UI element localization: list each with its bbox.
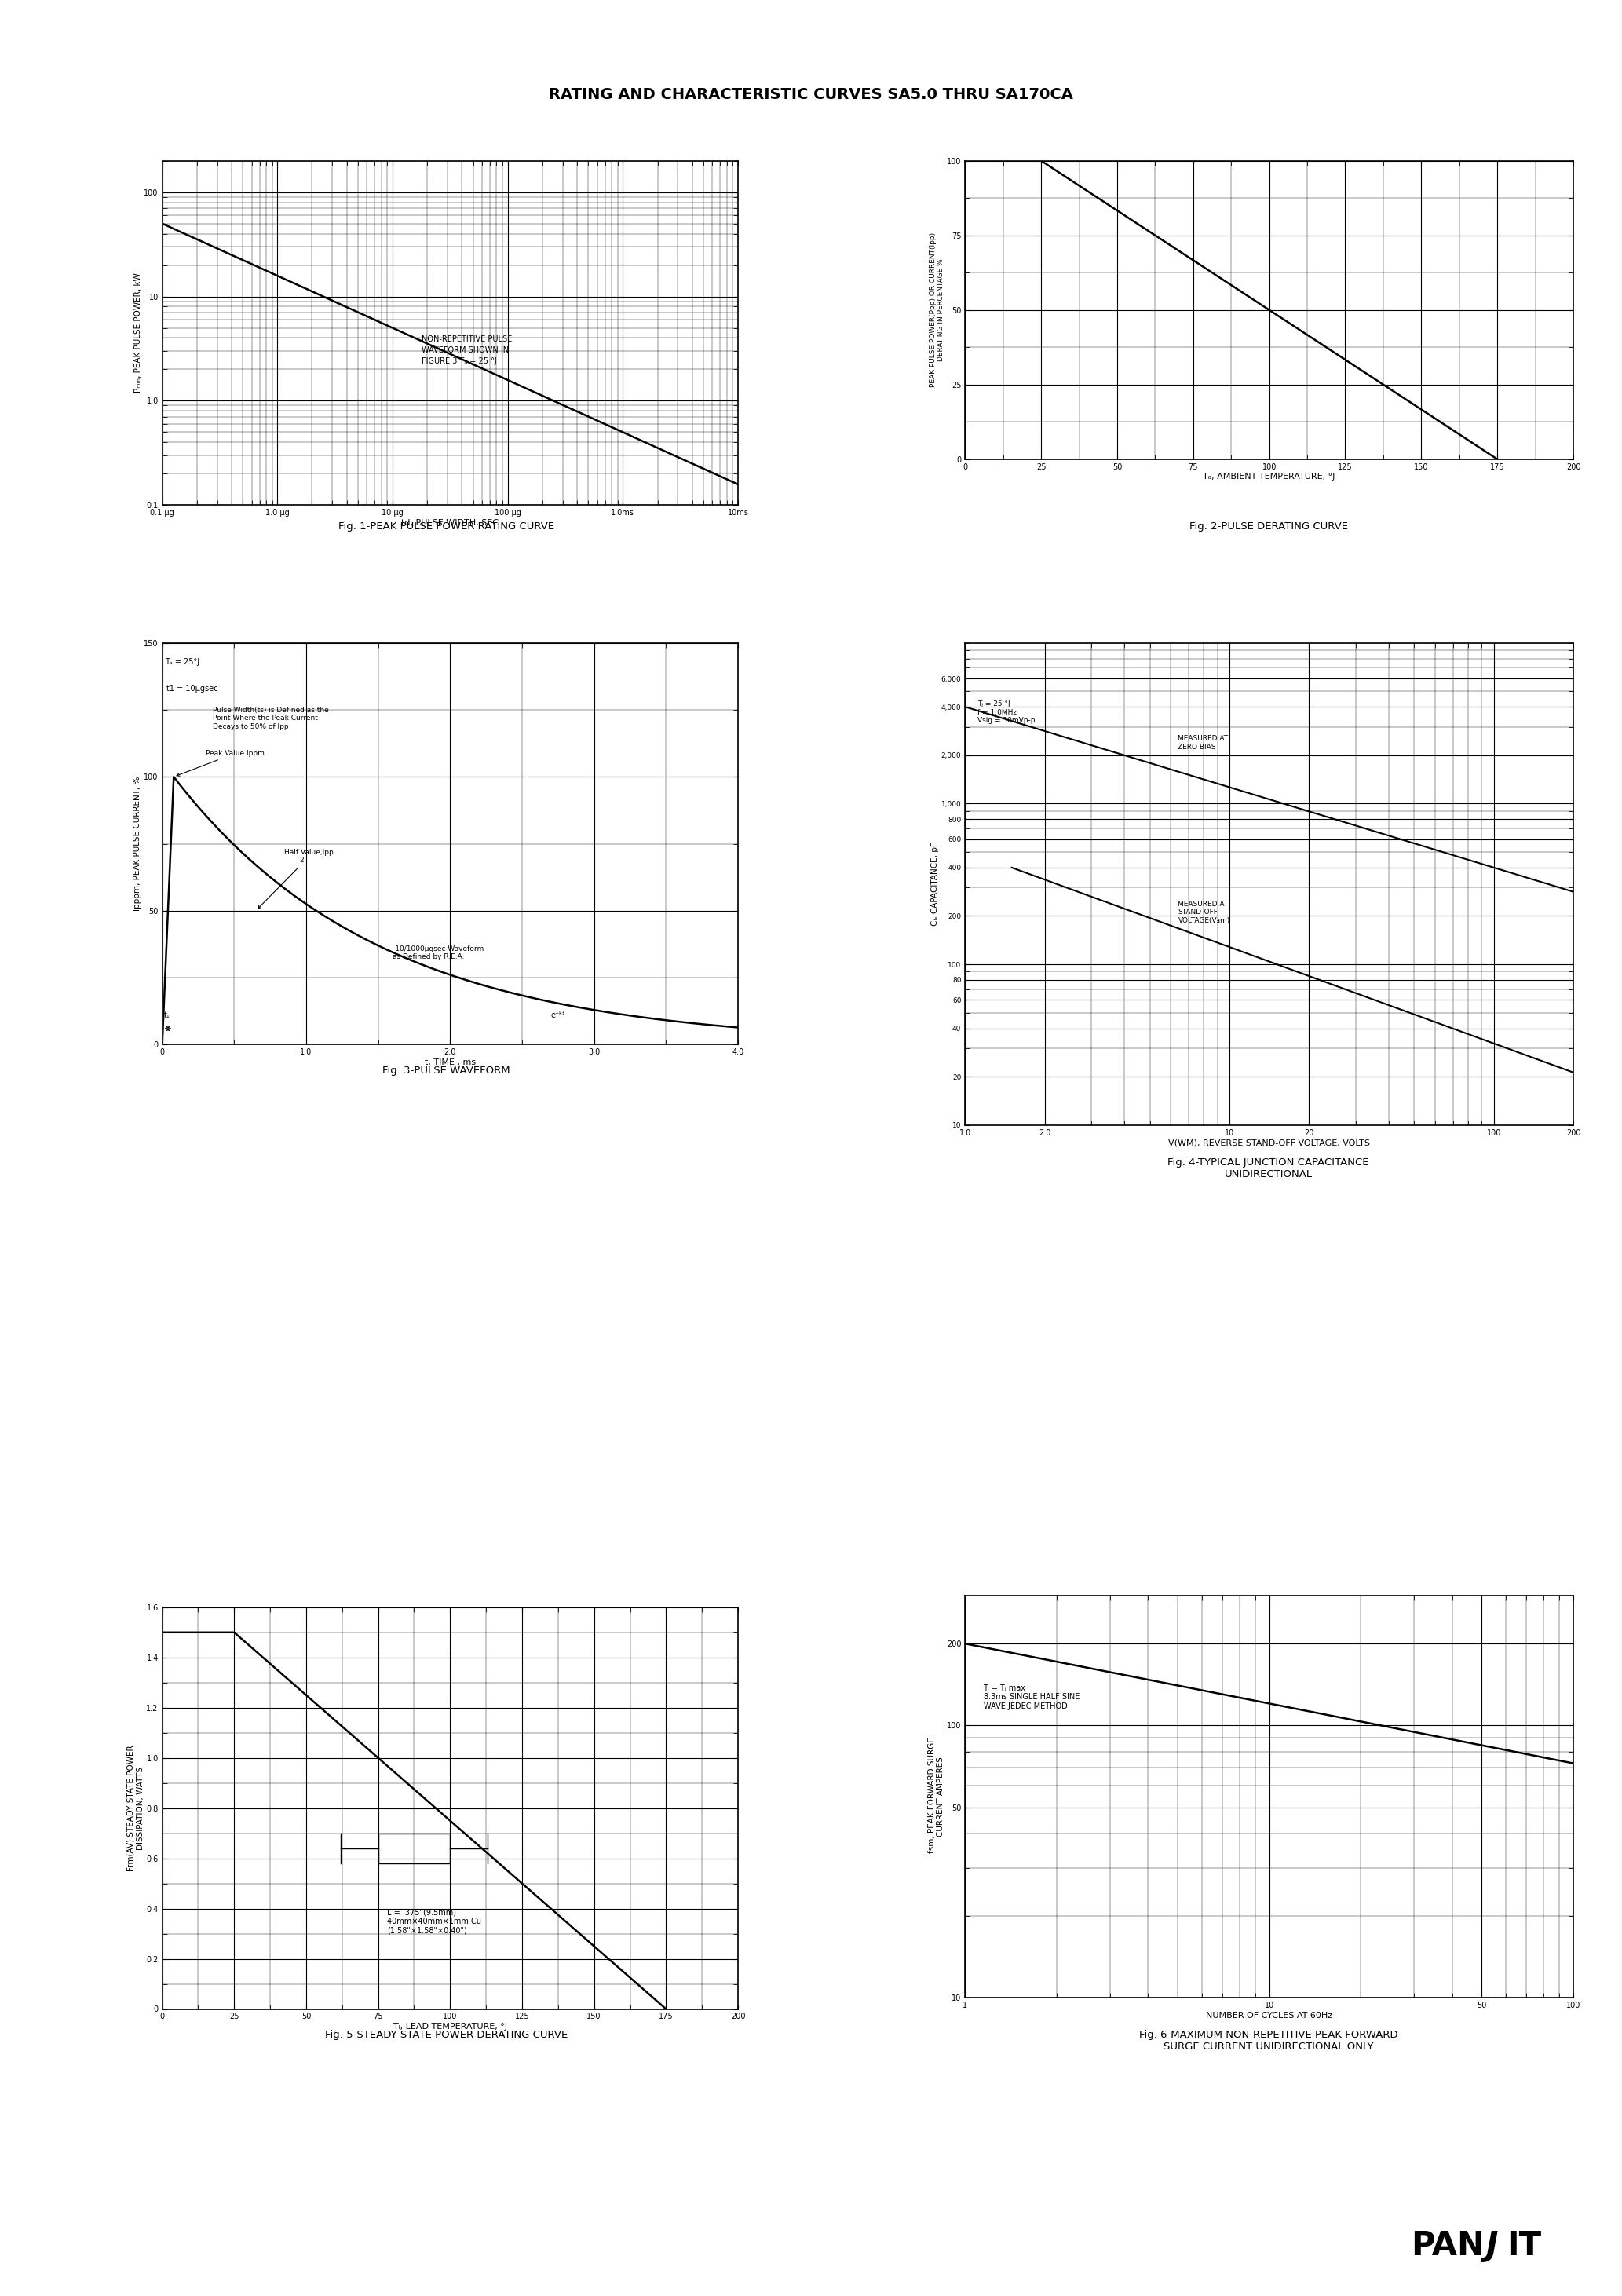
Text: Tⱼ = Tⱼ max
8.3ms SINGLE HALF SINE
WAVE JEDEC METHOD: Tⱼ = Tⱼ max 8.3ms SINGLE HALF SINE WAVE … (983, 1685, 1079, 1711)
Text: e⁻ᵏᵗ: e⁻ᵏᵗ (551, 1013, 564, 1019)
Text: t₁: t₁ (164, 1013, 170, 1019)
X-axis label: NUMBER OF CYCLES AT 60Hz: NUMBER OF CYCLES AT 60Hz (1207, 2011, 1332, 2018)
Text: IT: IT (1507, 2229, 1541, 2262)
Text: t1 = 10μgsec: t1 = 10μgsec (167, 684, 217, 693)
Text: -10/1000μgsec Waveform
as Defined by R.E.A.: -10/1000μgsec Waveform as Defined by R.E… (393, 946, 483, 960)
Text: MEASURED AT
ZERO BIAS: MEASURED AT ZERO BIAS (1178, 735, 1228, 751)
Y-axis label: Ipppm, PEAK PULSE CURRENT, %: Ipppm, PEAK PULSE CURRENT, % (135, 776, 141, 912)
X-axis label: td, PULSE WIDTH, SEC: td, PULSE WIDTH, SEC (401, 519, 500, 526)
Text: J: J (1486, 2229, 1499, 2262)
X-axis label: V(WM), REVERSE STAND-OFF VOLTAGE, VOLTS: V(WM), REVERSE STAND-OFF VOLTAGE, VOLTS (1168, 1139, 1371, 1146)
Text: RATING AND CHARACTERISTIC CURVES SA5.0 THRU SA170CA: RATING AND CHARACTERISTIC CURVES SA5.0 T… (548, 87, 1074, 101)
Bar (378, 1832, 451, 1864)
Text: Fig. 2-PULSE DERATING CURVE: Fig. 2-PULSE DERATING CURVE (1189, 521, 1348, 530)
Y-axis label: PEAK PULSE POWER(Ppp) OR CURRENT(Ipp)
DERATING IN PERCENTAGE %: PEAK PULSE POWER(Ppp) OR CURRENT(Ipp) DE… (929, 232, 944, 388)
X-axis label: Tₐ, AMBIENT TEMPERATURE, °J: Tₐ, AMBIENT TEMPERATURE, °J (1204, 473, 1335, 480)
Text: Fig. 1-PEAK PULSE POWER RATING CURVE: Fig. 1-PEAK PULSE POWER RATING CURVE (337, 521, 555, 530)
Text: Fig. 6-MAXIMUM NON-REPETITIVE PEAK FORWARD
SURGE CURRENT UNIDIRECTIONAL ONLY: Fig. 6-MAXIMUM NON-REPETITIVE PEAK FORWA… (1139, 2030, 1398, 2053)
Text: Fig. 4-TYPICAL JUNCTION CAPACITANCE
UNIDIRECTIONAL: Fig. 4-TYPICAL JUNCTION CAPACITANCE UNID… (1168, 1157, 1369, 1180)
Text: Half Value,Ipp
       2: Half Value,Ipp 2 (258, 850, 334, 909)
Y-axis label: Pₘₘ, PEAK PULSE POWER, kW: Pₘₘ, PEAK PULSE POWER, kW (135, 273, 141, 393)
Text: Tⱼ = 25 °J
f = 1.0MHz
Vsig = 50mVp-p: Tⱼ = 25 °J f = 1.0MHz Vsig = 50mVp-p (976, 700, 1035, 723)
Y-axis label: Cⱼ, CAPACITANCE, pF: Cⱼ, CAPACITANCE, pF (931, 843, 939, 925)
X-axis label: t, TIME , ms: t, TIME , ms (425, 1058, 475, 1065)
Text: Peak Value Ippm: Peak Value Ippm (177, 751, 264, 776)
Text: Tₐ = 25°J: Tₐ = 25°J (165, 659, 200, 666)
Text: Fig. 5-STEADY STATE POWER DERATING CURVE: Fig. 5-STEADY STATE POWER DERATING CURVE (324, 2030, 568, 2039)
Text: PAN: PAN (1411, 2229, 1484, 2262)
Text: NON-REPETITIVE PULSE
WAVEFORM SHOWN IN
FIGURE 3 Tₐ = 25 °J: NON-REPETITIVE PULSE WAVEFORM SHOWN IN F… (422, 335, 513, 365)
Text: MEASURED AT
STAND-OFF
VOLTAGE(Vⱻm): MEASURED AT STAND-OFF VOLTAGE(Vⱻm) (1178, 900, 1229, 923)
Text: Pulse Width(ts) is Defined as the
Point Where the Peak Current
Decays to 50% of : Pulse Width(ts) is Defined as the Point … (212, 707, 329, 730)
X-axis label: Tₗ, LEAD TEMPERATURE, °J: Tₗ, LEAD TEMPERATURE, °J (393, 2023, 508, 2030)
Text: L = .375"(9.5mm)
40mm×40mm×1mm Cu
(1.58"×1.58"×0.40"): L = .375"(9.5mm) 40mm×40mm×1mm Cu (1.58"… (386, 1908, 482, 1936)
Text: Fig. 3-PULSE WAVEFORM: Fig. 3-PULSE WAVEFORM (383, 1065, 509, 1075)
Y-axis label: Ifsm, PEAK FORWARD SURGE
CURRENT AMPERES: Ifsm, PEAK FORWARD SURGE CURRENT AMPERES (928, 1738, 944, 1855)
Y-axis label: Frm(AV) STEADY STATE POWER
DISSIPATION, WATTS: Frm(AV) STEADY STATE POWER DISSIPATION, … (127, 1745, 144, 1871)
